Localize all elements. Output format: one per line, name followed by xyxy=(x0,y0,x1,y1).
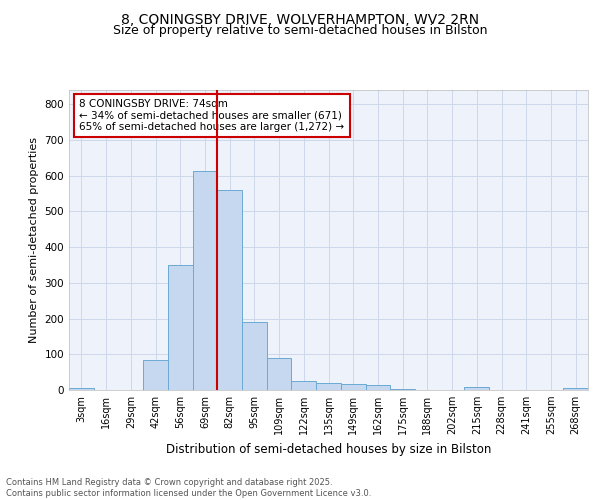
Bar xyxy=(193,172,217,390)
Text: 8 CONINGSBY DRIVE: 74sqm
← 34% of semi-detached houses are smaller (671)
65% of : 8 CONINGSBY DRIVE: 74sqm ← 34% of semi-d… xyxy=(79,99,344,132)
Bar xyxy=(464,387,489,390)
X-axis label: Distribution of semi-detached houses by size in Bilston: Distribution of semi-detached houses by … xyxy=(166,442,491,456)
Bar xyxy=(267,358,292,390)
Text: Size of property relative to semi-detached houses in Bilston: Size of property relative to semi-detach… xyxy=(113,24,487,37)
Bar xyxy=(69,388,94,390)
Bar xyxy=(217,190,242,390)
Text: 8, CONINGSBY DRIVE, WOLVERHAMPTON, WV2 2RN: 8, CONINGSBY DRIVE, WOLVERHAMPTON, WV2 2… xyxy=(121,12,479,26)
Bar xyxy=(316,383,341,390)
Bar xyxy=(168,265,193,390)
Bar xyxy=(390,389,415,390)
Bar xyxy=(365,386,390,390)
Y-axis label: Number of semi-detached properties: Number of semi-detached properties xyxy=(29,137,39,343)
Bar xyxy=(242,322,267,390)
Text: Contains HM Land Registry data © Crown copyright and database right 2025.
Contai: Contains HM Land Registry data © Crown c… xyxy=(6,478,371,498)
Bar xyxy=(341,384,365,390)
Bar xyxy=(143,360,168,390)
Bar xyxy=(292,381,316,390)
Bar xyxy=(563,388,588,390)
